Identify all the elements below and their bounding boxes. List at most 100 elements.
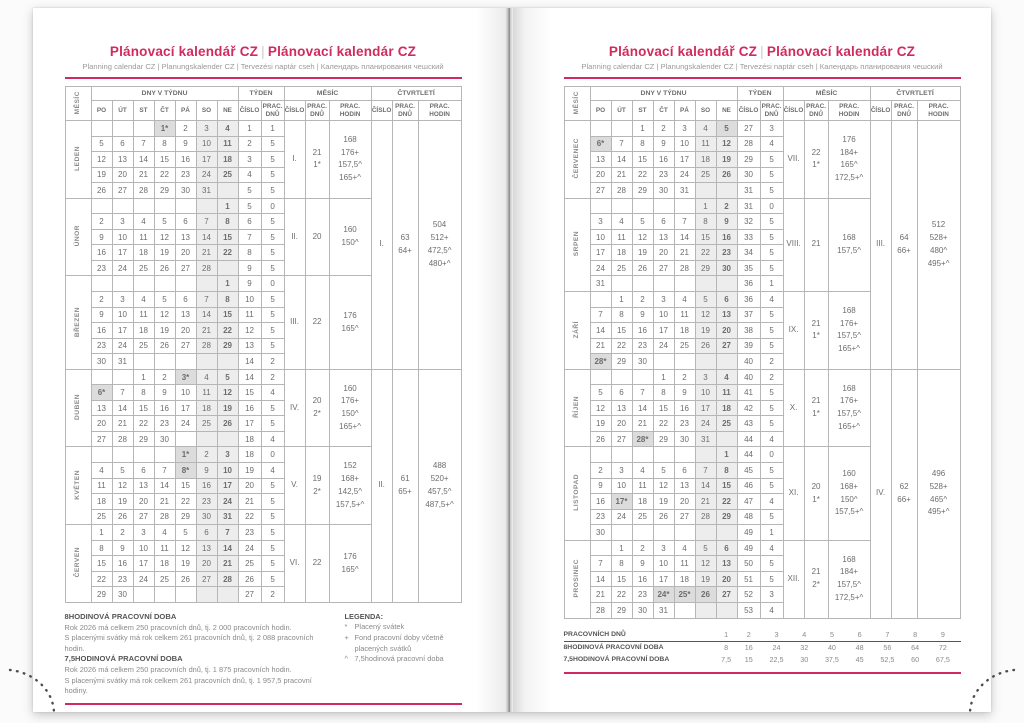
day-cell: 1: [694, 197, 717, 215]
day-cell: 25*: [673, 586, 696, 603]
week-row: ČERVEN 1 2 3 4 5 6 7 23 5 VI. 22 176 165^: [64, 524, 461, 603]
title-separator: |: [261, 44, 265, 59]
summary-line: 19: [312, 474, 322, 484]
day-cell: 4: [132, 213, 155, 230]
day-cell: 14: [589, 570, 612, 588]
summary-line: 157,5^: [837, 409, 861, 419]
day-cell: 1*: [153, 120, 176, 137]
day-cell: 4: [153, 524, 176, 541]
week-row: 27 28 29 30 31 31 5: [564, 182, 960, 199]
day-cell: [652, 524, 675, 541]
summary-line: 1*: [313, 160, 321, 170]
week-row: 11 12 13 14 15 16 17 20 5: [65, 477, 461, 495]
summary-line: 512+: [430, 233, 449, 243]
stat-header: PRAC. HODIN: [827, 100, 871, 121]
week-row: 7 8 9 10 11 12 13 50 5: [564, 555, 960, 572]
month-workdays-cell: 22 1*: [803, 120, 829, 199]
quarter-group-header: ČTVRTLETÍ: [869, 86, 961, 101]
table-head: MĚSÍC DNY V TÝDNU TÝDEN MĚSÍC ČTVRTLETÍ PO ÚT S…: [563, 86, 961, 121]
month-workhours-cell: 176 165^: [328, 275, 372, 370]
summary-line: 64: [899, 233, 909, 243]
day-cell: 29: [652, 430, 675, 448]
day-cell: 15: [715, 477, 738, 495]
summary-line: 22: [811, 147, 821, 157]
week-number-cell: 36: [736, 275, 761, 293]
day-cell: 4: [132, 291, 155, 308]
stat-header: ČÍSLO: [736, 100, 761, 121]
day-cell: 31: [195, 182, 218, 199]
day-cell: 11: [694, 135, 717, 153]
summary-line: 152: [343, 461, 357, 471]
summary-line: 150^: [840, 494, 858, 504]
month-name-cell: KVĚTEN: [64, 446, 92, 526]
summary-line: 64+: [398, 245, 412, 255]
week-row: 28* 29 30 40 2: [564, 353, 960, 370]
week-workdays-cell: 2: [260, 353, 285, 370]
week-row: ŘÍJEN 1 2 3 4 40 2 X. 21 1* 168 176+ 157,5^ 165+^ IV. 6…: [563, 368, 961, 619]
day-cell: 20: [715, 570, 738, 588]
stat-header-line: ČÍSLO: [239, 106, 260, 114]
day-cell: 26: [715, 166, 738, 184]
quarter-group-header: ČTVRTLETÍ: [370, 86, 462, 101]
header-rule: [563, 77, 961, 79]
summary-line: 157,5^: [837, 331, 861, 341]
day-cell: 11: [90, 477, 113, 495]
day-cell: 5: [153, 291, 176, 308]
day-cell: [715, 353, 738, 370]
day-cell: 11: [673, 306, 696, 324]
day-cell: 12: [153, 228, 176, 246]
day-cell: 26: [90, 182, 113, 199]
day-cell: 24: [195, 166, 218, 184]
day-cell: [631, 524, 654, 541]
day-cell: 20: [90, 415, 113, 432]
week-workdays-cell: 4: [260, 430, 285, 448]
note-title-8h: 8HODINOVÁ PRACOVNÍ DOBA: [64, 611, 177, 621]
day-cell: 20: [111, 166, 134, 184]
month-name: BŘEZEN: [73, 306, 81, 337]
day-cell: 1: [715, 446, 738, 464]
day-cell: [195, 275, 218, 293]
week-number-cell: 9: [237, 259, 262, 277]
week-workdays-cell: 4: [759, 601, 784, 619]
conversion-row: 8HODINOVÁ PRACOVNÍ DOBA 8 16 24 32 40 48 56 64 72: [564, 641, 961, 654]
week-number-cell: 7: [237, 228, 262, 246]
summary-line: 21: [811, 318, 821, 328]
day-cell: 22: [216, 322, 239, 339]
day-cell: 21: [673, 244, 696, 261]
conversion-row: PRACOVNÍCH DNŮ 1 2 3 4 5 6 7 8 9: [563, 628, 961, 642]
day-cell: 17: [589, 244, 612, 261]
day-cell: 15: [153, 151, 176, 168]
day-cell: 12: [174, 539, 197, 557]
week-number-cell: 53: [736, 601, 761, 619]
stat-header: ČÍSLO: [370, 100, 393, 121]
week-workdays-cell: 5: [260, 415, 285, 432]
page-title: Plánovací kalendář CZ | Plánovací kalendár…: [65, 44, 462, 59]
day-cell: 4: [673, 291, 696, 308]
month-workhours-cell: 176 165^: [328, 524, 372, 603]
day-cell: 16: [631, 322, 654, 339]
day-cell: 14: [195, 228, 218, 246]
note-line: Rok 2026 má celkem 250 pracovních dnů, t…: [64, 665, 292, 675]
day-cell: 3: [694, 368, 717, 386]
day-cell: 1: [610, 291, 633, 308]
day-cell: 13: [132, 477, 155, 495]
day-cell: 28: [673, 259, 696, 277]
day-cell: 15: [652, 399, 675, 417]
day-cell: 16: [90, 322, 113, 339]
month-workhours-cell: 168 176+ 157,5^ 165+^: [827, 291, 871, 370]
month-workhours-cell: 152 168+ 142,5^ 157,5+^: [328, 446, 372, 526]
footer-left: 8HODINOVÁ PRACOVNÍ DOBA Rok 2026 má celk…: [65, 612, 462, 697]
day-cell: [610, 446, 633, 464]
day-cell: 7: [216, 524, 239, 541]
month-workdays-cell: 21 1*: [803, 368, 829, 448]
month-number-cell: VIII.: [782, 197, 805, 293]
summary-line: 465^: [930, 494, 948, 504]
caret-symbol: ^: [344, 654, 348, 664]
week-workdays-cell: 5: [260, 135, 285, 153]
header-row-groups: MĚSÍC DNY V TÝDNU TÝDEN MĚSÍC ČTVRTLETÍ: [64, 86, 462, 121]
week-workdays-cell: 5: [260, 244, 285, 261]
day-cell: [132, 446, 155, 464]
stat-header: PRAC. DNŮ: [260, 100, 285, 121]
day-cell: 6: [652, 213, 675, 230]
week-workdays-cell: 5: [759, 462, 784, 479]
